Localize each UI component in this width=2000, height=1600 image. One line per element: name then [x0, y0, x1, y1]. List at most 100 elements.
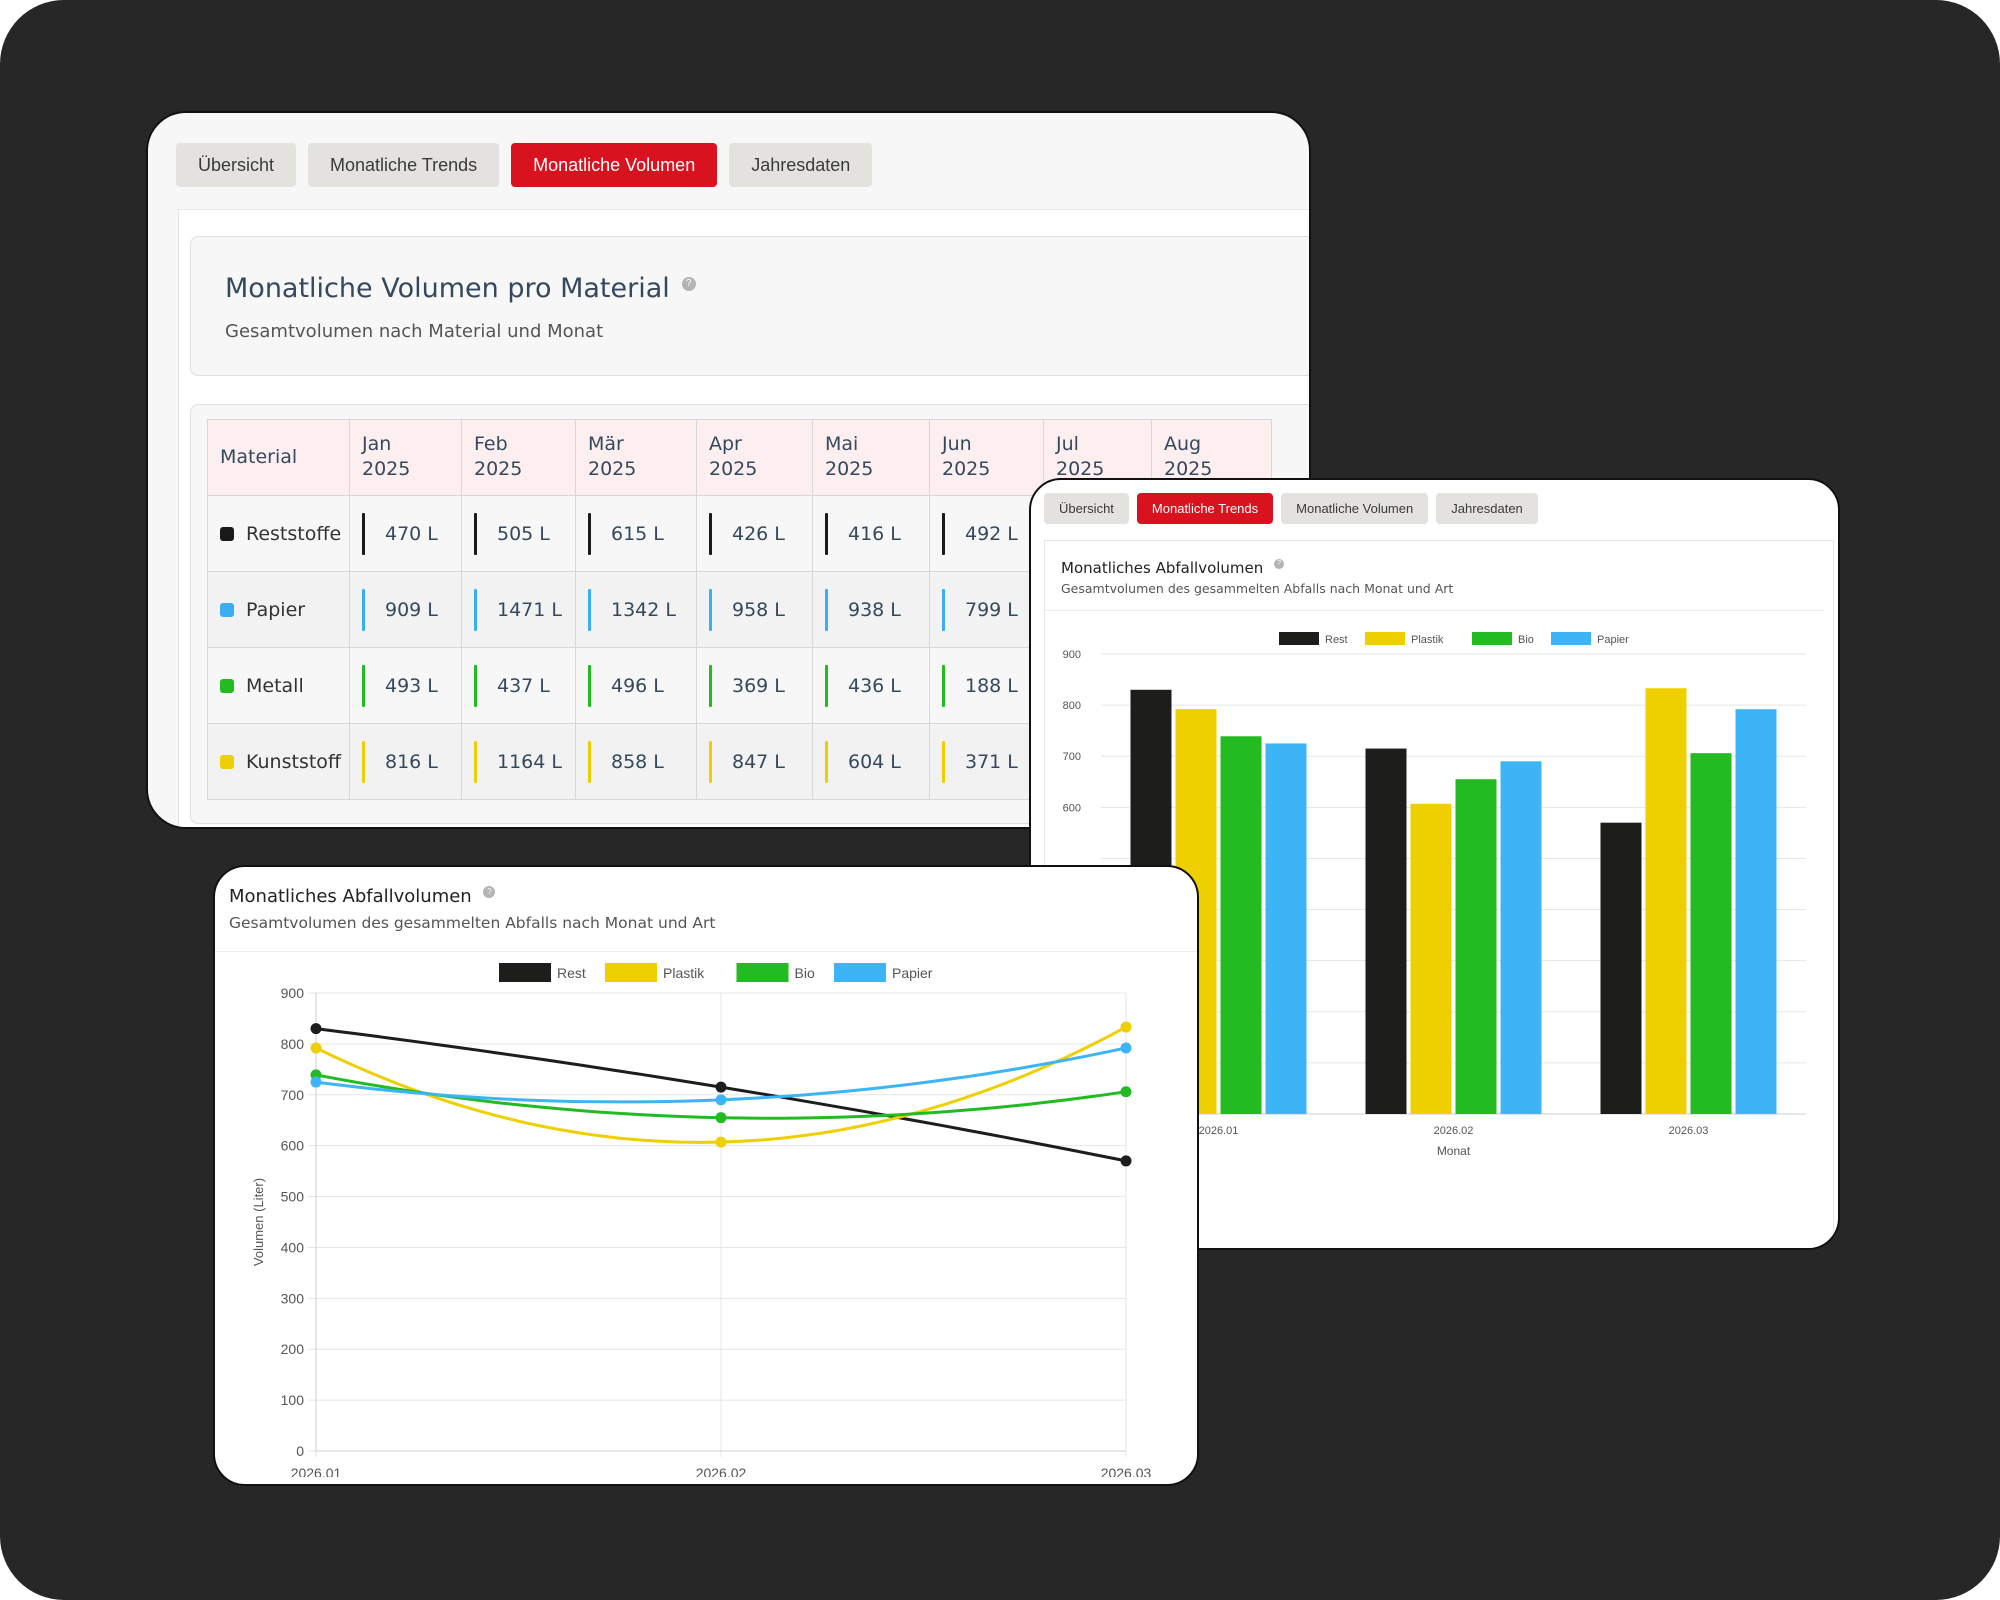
volume-value: 492 L [965, 522, 1018, 545]
legend-swatch [1472, 632, 1512, 645]
legend-label: Rest [1325, 634, 1348, 646]
chart-title: Monatliches Abfallvolumen [1061, 559, 1264, 577]
legend-swatch [499, 963, 551, 982]
volume-value: 1342 L [611, 598, 676, 621]
help-icon[interactable]: ? [483, 886, 496, 898]
data-point [1120, 1086, 1132, 1098]
column-header-month: Apr 2025 [696, 419, 813, 496]
volume-value: 493 L [385, 674, 438, 697]
volume-value: 470 L [385, 522, 438, 545]
volume-value: 615 L [611, 522, 664, 545]
legend-swatch [834, 963, 886, 982]
y-tick-label: 300 [281, 1290, 305, 1306]
data-point [310, 1076, 322, 1088]
year-label: 2025 [1164, 458, 1213, 480]
volume-value: 505 L [497, 522, 550, 545]
material-indicator-bar [474, 512, 477, 555]
material-indicator-bar [362, 512, 365, 555]
volume-cell: 470 L [349, 495, 462, 572]
section-header: Monatliche Volumen pro Material? Gesamtv… [190, 236, 1309, 376]
bar [1645, 688, 1687, 1114]
volume-cell: 426 L [696, 495, 813, 572]
volume-cell: 493 L [349, 647, 462, 724]
material-indicator-bar [709, 588, 712, 631]
y-tick-label: 900 [281, 985, 305, 1001]
y-tick-label: 0 [296, 1443, 304, 1459]
column-header-material: Material [207, 419, 350, 496]
material-label: Kunststoff [246, 750, 342, 773]
volume-cell: 416 L [812, 495, 930, 572]
volume-value: 496 L [611, 674, 664, 697]
tab-overview[interactable]: Übersicht [1044, 493, 1129, 524]
tab-monthly-volumes[interactable]: Monatliche Volumen [1281, 493, 1429, 524]
tab-monthly-trends[interactable]: Monatliche Trends [308, 143, 500, 187]
section-subtitle: Gesamtvolumen nach Material und Monat [225, 321, 604, 342]
bar [1690, 753, 1732, 1114]
material-indicator-bar [362, 740, 365, 783]
year-label: 2025 [825, 458, 874, 480]
help-icon[interactable]: ? [681, 277, 696, 291]
month-label: Jul [1056, 433, 1079, 455]
tab-monthly-volumes[interactable]: Monatliche Volumen [511, 143, 718, 187]
chart-subtitle: Gesamtvolumen des gesammelten Abfalls na… [229, 914, 716, 932]
month-label: Apr [709, 433, 742, 455]
volume-cell: 369 L [696, 647, 813, 724]
y-tick-label: 400 [281, 1239, 305, 1255]
chart-title: Monatliches Abfallvolumen [229, 886, 472, 907]
material-color-swatch [220, 526, 234, 541]
material-indicator-bar [942, 588, 945, 631]
material-label: Metall [246, 674, 304, 697]
material-indicator-bar [709, 512, 712, 555]
bar [1220, 736, 1262, 1114]
material-cell: Kunststoff [207, 723, 350, 800]
volume-cell: 1164 L [461, 723, 576, 800]
x-tick-label: 2026.03 [1101, 1465, 1152, 1477]
help-icon[interactable]: ? [1274, 559, 1285, 569]
volume-cell: 958 L [696, 571, 813, 648]
bar [1365, 748, 1407, 1114]
material-indicator-bar [825, 664, 828, 707]
volume-cell: 938 L [812, 571, 930, 648]
volume-cell: 604 L [812, 723, 930, 800]
y-tick-label: 800 [281, 1036, 305, 1052]
x-tick-label: 2026.02 [1434, 1125, 1474, 1137]
tab-overview[interactable]: Übersicht [176, 143, 297, 187]
legend-label: Papier [1597, 634, 1629, 646]
volume-cell: 816 L [349, 723, 462, 800]
material-color-swatch [220, 678, 234, 693]
material-indicator-bar [474, 588, 477, 631]
legend-swatch [736, 963, 789, 982]
month-label: Jun [942, 433, 972, 455]
material-indicator-bar [474, 740, 477, 783]
y-tick-label: 200 [281, 1341, 305, 1357]
data-point [310, 1023, 322, 1035]
x-tick-label: 2026.01 [291, 1465, 342, 1477]
year-label: 2025 [362, 458, 411, 480]
data-point [310, 1042, 322, 1054]
y-tick-label: 900 [1063, 649, 1081, 661]
tab-annual-data[interactable]: Jahresdaten [1436, 493, 1538, 524]
column-header-month: Mai 2025 [812, 419, 930, 496]
y-tick-label: 700 [281, 1087, 305, 1103]
volume-cell: 437 L [461, 647, 576, 724]
y-tick-label: 800 [1063, 700, 1081, 712]
legend-label: Plastik [663, 965, 705, 981]
month-label: Mai [825, 433, 859, 455]
material-indicator-bar [588, 740, 591, 783]
chart-subtitle: Gesamtvolumen des gesammelten Abfalls na… [1061, 581, 1454, 596]
material-indicator-bar [825, 588, 828, 631]
material-label: Papier [246, 598, 306, 621]
tab-bar: Übersicht Monatliche Trends Monatliche V… [176, 143, 873, 187]
column-header-month: Mär 2025 [575, 419, 697, 496]
material-color-swatch [220, 602, 234, 617]
material-indicator-bar [474, 664, 477, 707]
legend-swatch [1551, 632, 1591, 645]
year-label: 2025 [1056, 458, 1105, 480]
tab-monthly-trends[interactable]: Monatliche Trends [1136, 493, 1274, 524]
volume-cell: 847 L [696, 723, 813, 800]
volume-value: 858 L [611, 750, 664, 773]
material-cell: Papier [207, 571, 350, 648]
tab-annual-data[interactable]: Jahresdaten [729, 143, 873, 187]
volume-cell: 505 L [461, 495, 576, 572]
month-label: Feb [474, 433, 508, 455]
